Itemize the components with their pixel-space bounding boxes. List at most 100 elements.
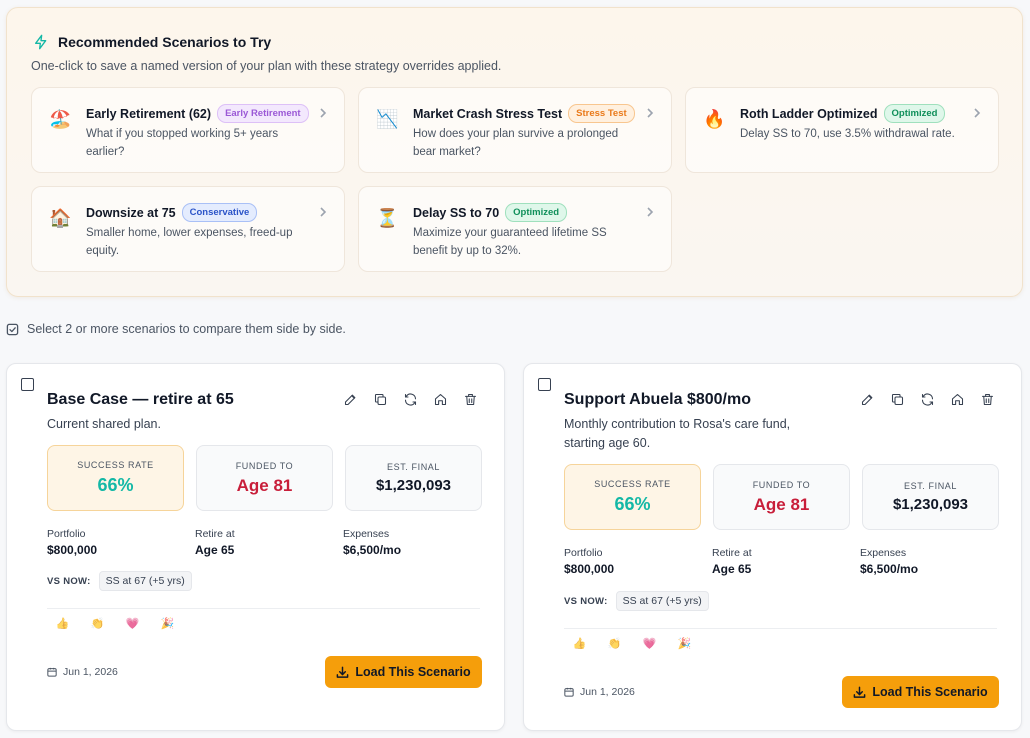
clap-icon[interactable]: 👏 xyxy=(607,638,622,650)
scenario-card-base-case: Base Case — retire at 65 Current shared … xyxy=(6,363,505,731)
meta-value: Age 65 xyxy=(195,543,235,557)
stat-label: SUCCESS RATE xyxy=(77,460,154,470)
meta-value: Age 65 xyxy=(712,562,752,576)
stat-value: $1,230,093 xyxy=(375,477,452,494)
suggestion-badge: Early Retirement xyxy=(217,104,309,123)
scenario-select-checkbox[interactable] xyxy=(538,378,551,391)
suggestion-desc: Delay SS to 70, use 3.5% withdrawal rate… xyxy=(740,128,955,140)
meta-retire-at: Retire at Age 65 xyxy=(712,547,860,576)
stat-label: EST. FINAL xyxy=(386,462,440,472)
reactions: 👍 👏 💗 🎉 xyxy=(572,637,692,650)
trash-icon[interactable] xyxy=(980,392,995,407)
recommended-subtitle: One-click to save a named version of you… xyxy=(31,59,502,73)
scenario-suggestion-market-crash[interactable]: 📉 Market Crash Stress Test Stress Test H… xyxy=(358,87,672,173)
thumbs-up-icon[interactable]: 👍 xyxy=(572,638,587,650)
meta-label: Portfolio xyxy=(564,547,603,559)
suggestion-badge: Stress Test xyxy=(568,104,635,123)
meta-portfolio: Portfolio $800,000 xyxy=(47,528,195,557)
meta-portfolio: Portfolio $800,000 xyxy=(564,547,712,576)
trash-icon[interactable] xyxy=(463,392,478,407)
suggestion-title: Early Retirement (62) xyxy=(86,106,212,121)
chevron-right-icon xyxy=(647,207,654,217)
party-icon[interactable]: 🎉 xyxy=(677,638,692,650)
heart-icon[interactable]: 💗 xyxy=(125,618,140,630)
heart-icon[interactable]: 💗 xyxy=(642,638,657,650)
duplicate-icon[interactable] xyxy=(890,392,905,407)
chevron-right-icon xyxy=(647,108,654,118)
refresh-icon[interactable] xyxy=(403,392,418,407)
scenario-suggestion-roth-ladder[interactable]: 🔥 Roth Ladder Optimized Optimized Delay … xyxy=(685,87,999,173)
load-scenario-button[interactable]: Load This Scenario xyxy=(325,656,482,688)
est-final-stat: EST. FINAL $1,230,093 xyxy=(862,464,999,530)
stat-label: FUNDED TO xyxy=(235,460,294,471)
load-scenario-button[interactable]: Load This Scenario xyxy=(842,676,999,708)
success-rate-stat: SUCCESS RATE 66% xyxy=(564,464,701,530)
party-icon[interactable]: 🎉 xyxy=(160,618,175,630)
funded-to-stat: FUNDED TO Age 81 xyxy=(196,445,333,511)
stat-value: $1,230,093 xyxy=(892,496,969,513)
date-text: Jun 1, 2026 xyxy=(63,666,118,678)
house-icon: 🏠 xyxy=(49,208,72,228)
est-final-stat: EST. FINAL $1,230,093 xyxy=(345,445,482,511)
scenario-date: Jun 1, 2026 xyxy=(564,686,635,698)
chevron-right-icon xyxy=(320,108,327,118)
stat-value: Age 81 xyxy=(753,494,810,514)
scenario-suggestion-delay-ss[interactable]: ⏳ Delay SS to 70 Optimized Maximize your… xyxy=(358,186,672,272)
suggestion-desc: What if you stopped working 5+ years ear… xyxy=(86,128,279,158)
pencil-icon[interactable] xyxy=(343,392,358,407)
scenario-actions xyxy=(343,392,478,407)
recommended-scenarios-panel: Recommended Scenarios to Try One-click t… xyxy=(6,7,1023,297)
scenario-suggestion-downsize[interactable]: 🏠 Downsize at 75 Conservative Smaller ho… xyxy=(31,186,345,272)
calendar-icon xyxy=(564,687,574,697)
home-icon[interactable] xyxy=(433,392,448,407)
divider xyxy=(564,628,997,629)
meta-label: Expenses xyxy=(860,547,907,559)
thumbs-up-icon[interactable]: 👍 xyxy=(55,618,70,630)
suggestion-badge: Optimized xyxy=(883,104,946,123)
refresh-icon[interactable] xyxy=(920,392,935,407)
meta-expenses: Expenses $6,500/mo xyxy=(343,528,491,557)
scenario-actions xyxy=(860,392,995,407)
suggestion-desc: Maximize your guaranteed lifetime SS ben… xyxy=(413,227,607,257)
scenario-title: Base Case — retire at 65 xyxy=(47,391,234,408)
compare-hint-text: Select 2 or more scenarios to compare th… xyxy=(27,322,346,336)
scenario-desc: Current shared plan. xyxy=(47,417,161,431)
stat-value: Age 81 xyxy=(236,475,293,495)
clap-icon[interactable]: 👏 xyxy=(90,618,105,630)
meta-value: $800,000 xyxy=(47,543,98,557)
suggestion-badge: Conservative xyxy=(181,203,258,222)
meta-value: $800,000 xyxy=(564,562,615,576)
meta-label: Portfolio xyxy=(47,528,86,540)
vs-now-chip: SS at 67 (+5 yrs) xyxy=(615,591,709,611)
recommended-header: Recommended Scenarios to Try xyxy=(33,34,271,50)
suggestion-title: Delay SS to 70 xyxy=(413,205,500,220)
reactions: 👍 👏 💗 🎉 xyxy=(55,617,175,630)
vs-now-label: VS NOW: xyxy=(564,595,608,607)
scenario-date: Jun 1, 2026 xyxy=(47,666,118,678)
scenario-desc: Monthly contribution to Rosa's care fund… xyxy=(564,417,791,450)
download-icon xyxy=(336,666,349,678)
vs-now: VS NOW: SS at 67 (+5 yrs) xyxy=(564,591,709,611)
fire-icon: 🔥 xyxy=(703,109,726,129)
pencil-icon[interactable] xyxy=(860,392,875,407)
chevron-right-icon xyxy=(974,108,981,118)
chevron-right-icon xyxy=(320,207,327,217)
suggestion-badge: Optimized xyxy=(505,203,568,222)
scenario-title: Support Abuela $800/mo xyxy=(564,391,751,408)
scenario-stats: SUCCESS RATE 66% FUNDED TO Age 81 EST. F… xyxy=(564,464,999,530)
lightning-icon xyxy=(35,34,47,50)
scenario-stats: SUCCESS RATE 66% FUNDED TO Age 81 EST. F… xyxy=(47,445,482,511)
beach-umbrella-icon: 🏖️ xyxy=(49,109,72,129)
compare-hint: Select 2 or more scenarios to compare th… xyxy=(6,322,346,336)
chart-down-icon: 📉 xyxy=(376,109,399,129)
scenario-suggestion-early-retirement[interactable]: 🏖️ Early Retirement (62) Early Retiremen… xyxy=(31,87,345,173)
calendar-icon xyxy=(47,667,57,677)
suggestion-desc: Smaller home, lower expenses, freed-up e… xyxy=(86,227,293,257)
stat-label: FUNDED TO xyxy=(752,479,811,490)
download-icon xyxy=(853,686,866,698)
scenario-select-checkbox[interactable] xyxy=(21,378,34,391)
duplicate-icon[interactable] xyxy=(373,392,388,407)
home-icon[interactable] xyxy=(950,392,965,407)
meta-label: Expenses xyxy=(343,528,390,540)
suggestion-desc: How does your plan survive a prolonged b… xyxy=(413,128,619,158)
